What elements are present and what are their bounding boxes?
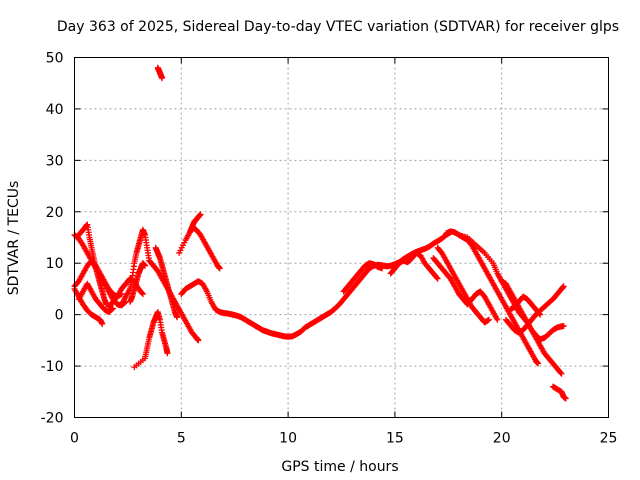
- y-tick-label: 20: [46, 205, 64, 221]
- data-point: [109, 305, 116, 312]
- x-tick-label: 10: [279, 431, 297, 447]
- y-tick-label: 30: [46, 153, 64, 169]
- data-point: [174, 314, 181, 321]
- data-point: [558, 370, 565, 377]
- grid: [74, 57, 609, 418]
- data-point: [197, 211, 204, 218]
- data-point: [216, 265, 223, 272]
- y-tick-label: 10: [46, 256, 64, 272]
- x-axis-label: GPS time / hours: [281, 459, 398, 475]
- data-point: [494, 316, 501, 323]
- data-point: [535, 360, 542, 367]
- data-point: [141, 262, 148, 269]
- plot-frame: [74, 57, 609, 418]
- data-point: [379, 265, 386, 272]
- y-tick-label: 50: [46, 51, 64, 67]
- data-point: [536, 310, 543, 317]
- data-point: [109, 306, 116, 313]
- y-tick-label: 40: [46, 102, 64, 118]
- data-point: [138, 290, 145, 297]
- data-points: [71, 64, 569, 402]
- data-point: [433, 274, 440, 281]
- axis-ticks: [74, 57, 609, 418]
- data-point: [139, 291, 146, 298]
- data-point: [537, 311, 544, 318]
- x-tick-label: 0: [70, 431, 79, 447]
- y-tick-label: -20: [41, 411, 64, 427]
- y-tick-label: -10: [41, 359, 64, 375]
- x-tick-label: 15: [386, 431, 404, 447]
- data-point: [557, 369, 564, 376]
- data-point: [434, 275, 441, 282]
- x-tick-label: 20: [493, 431, 511, 447]
- x-tick-label: 5: [177, 431, 186, 447]
- data-point: [164, 350, 171, 357]
- data-point: [195, 337, 202, 344]
- y-axis-label: SDTVAR / TECUs: [6, 181, 22, 296]
- x-tick-labels: 0 5 10 15 20 25: [70, 431, 617, 447]
- data-point: [485, 316, 492, 323]
- data-point: [562, 395, 569, 402]
- data-point: [560, 322, 567, 329]
- x-tick-label: 25: [600, 431, 618, 447]
- y-tick-labels: -20 -10 0 10 20 30 40 50: [41, 51, 64, 427]
- chart-title: Day 363 of 2025, Sidereal Day-to-day VTE…: [57, 19, 619, 35]
- data-point: [99, 320, 106, 327]
- y-tick-label: 0: [55, 308, 64, 324]
- data-point: [560, 283, 567, 290]
- data-point: [159, 75, 166, 82]
